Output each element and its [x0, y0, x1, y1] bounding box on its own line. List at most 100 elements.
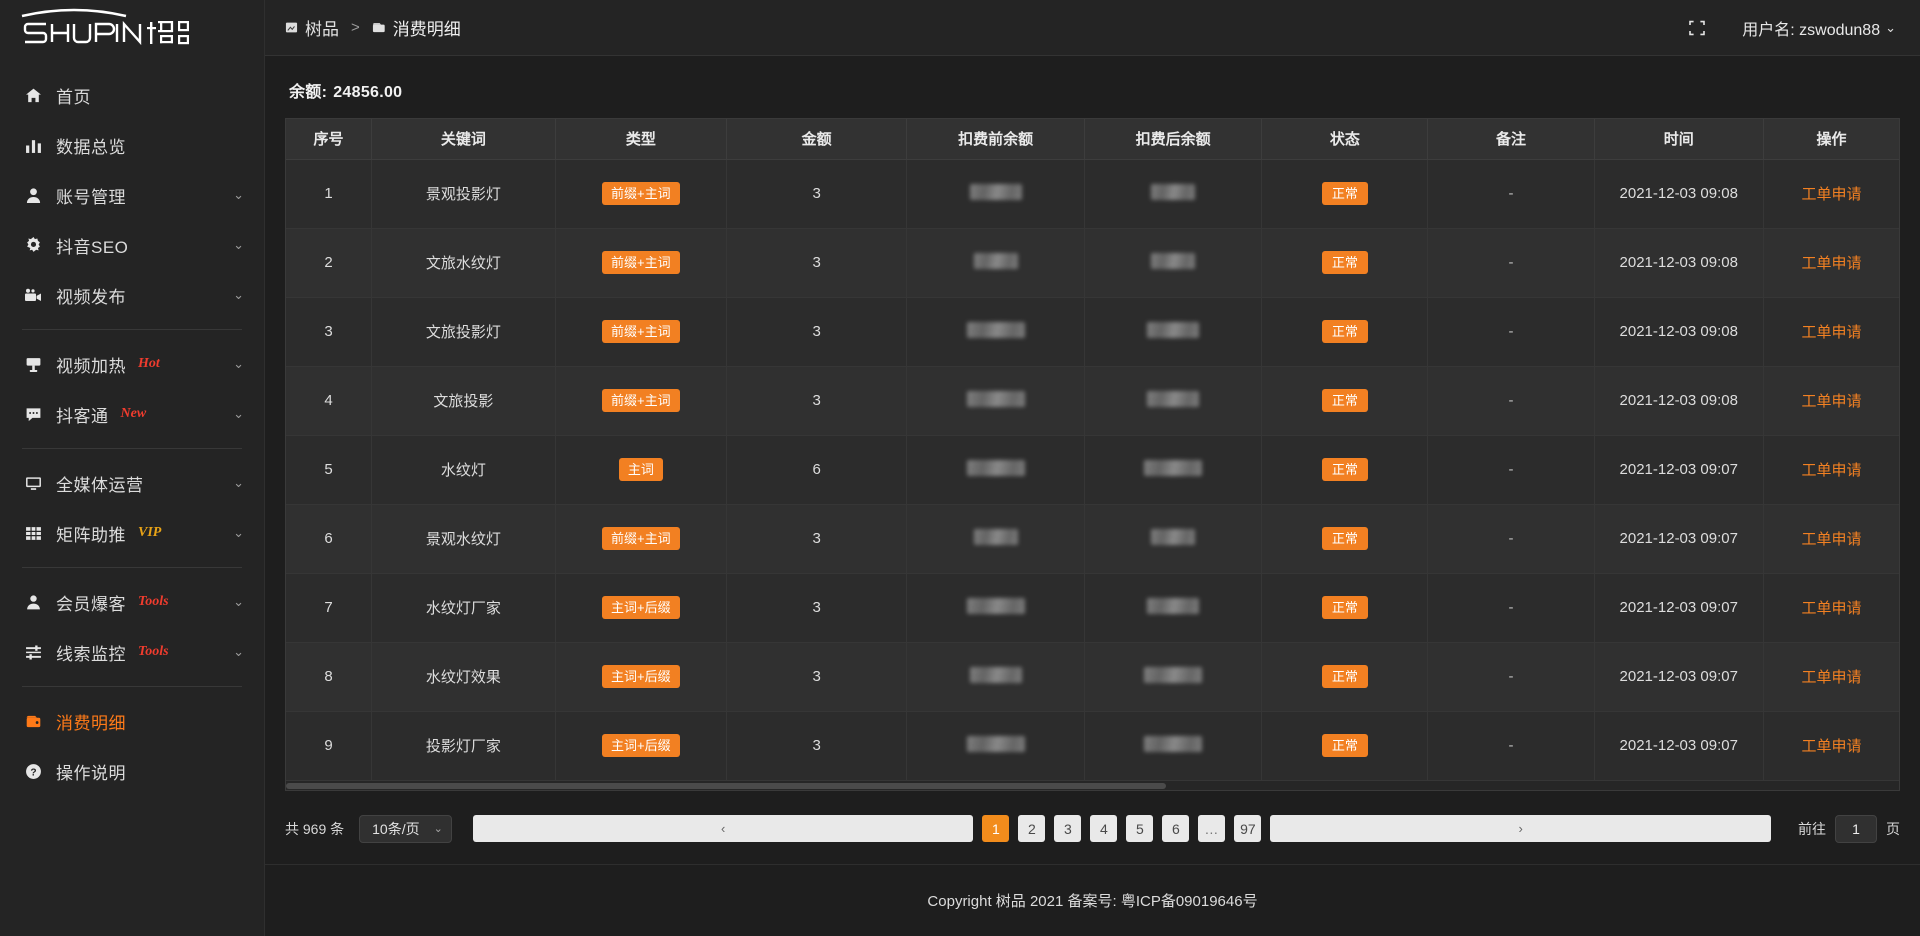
- sidebar-item-account-manage[interactable]: 账号管理 ⌄: [0, 170, 264, 220]
- home-icon: [22, 87, 44, 104]
- user-menu[interactable]: 用户名: zswodun88 ⌄: [1742, 16, 1896, 40]
- breadcrumb-root[interactable]: 树品: [285, 15, 339, 40]
- pagination-page-6[interactable]: 6: [1162, 815, 1190, 842]
- chevron-down-icon: ⌄: [233, 525, 244, 540]
- redacted-value: [1144, 735, 1203, 752]
- pagination-page-last[interactable]: 97: [1234, 815, 1262, 842]
- sidebar-item-data-overview[interactable]: 数据总览: [0, 120, 264, 170]
- pagination-ellipsis[interactable]: …: [1198, 815, 1226, 842]
- pagination-page-4[interactable]: 4: [1090, 815, 1118, 842]
- chevron-down-icon: ⌄: [233, 187, 244, 202]
- pagination-prev[interactable]: ‹: [472, 815, 974, 842]
- work-order-link[interactable]: 工单申请: [1801, 600, 1862, 617]
- col-balance-before: 扣费前余额: [906, 119, 1085, 160]
- fullscreen-icon[interactable]: [1688, 19, 1706, 37]
- sidebar-item-label: 线索监控: [56, 644, 126, 664]
- work-order-link[interactable]: 工单申请: [1801, 462, 1862, 479]
- sidebar-item-matrix-boost[interactable]: 矩阵助推 VIP ⌄: [0, 508, 264, 558]
- sidebar-item-douketong[interactable]: 抖客通 New ⌄: [0, 389, 264, 439]
- sidebar-item-lead-monitor[interactable]: 线索监控 Tools ⌄: [0, 627, 264, 677]
- cell-balance-before: [906, 711, 1085, 781]
- cell-balance-after: [1084, 642, 1263, 712]
- work-order-link[interactable]: 工单申请: [1801, 669, 1862, 686]
- scrollbar-thumb[interactable]: [286, 782, 1166, 789]
- cell-remark: -: [1427, 711, 1595, 781]
- sidebar-item-omnimedia-ops[interactable]: 全媒体运营 ⌄: [0, 458, 264, 508]
- cell-keyword: 投影灯厂家: [371, 711, 556, 781]
- pagination-page-1[interactable]: 1: [982, 815, 1010, 842]
- cell-action: 工单申请: [1763, 711, 1899, 781]
- sidebar-item-instructions[interactable]: ? 操作说明: [0, 746, 264, 796]
- chat-icon: [22, 406, 44, 423]
- sidebar-item-consumption-detail[interactable]: 消费明细: [0, 696, 264, 746]
- brand-logo[interactable]: [0, 0, 264, 56]
- redacted-value: [973, 528, 1018, 545]
- table-row: 4 文旅投影 前缀+主词 3 正常 - 2021-12-03 09:08 工单申…: [286, 366, 1899, 436]
- sidebar-item-label: 数据总览: [56, 137, 126, 157]
- cell-remark: -: [1427, 159, 1595, 229]
- pagination-next[interactable]: ›: [1270, 815, 1772, 842]
- redacted-value: [1147, 597, 1200, 614]
- sidebar-item-home[interactable]: 首页: [0, 70, 264, 120]
- cell-type: 前缀+主词: [555, 504, 727, 574]
- sidebar-item-video-boost[interactable]: 视频加热 Hot ⌄: [0, 339, 264, 389]
- user-name-label: 用户名: zswodun88: [1742, 21, 1881, 39]
- work-order-link[interactable]: 工单申请: [1801, 186, 1862, 203]
- pagination-page-3[interactable]: 3: [1054, 815, 1082, 842]
- sidebar-item-douyin-seo[interactable]: 抖音SEO ⌄: [0, 220, 264, 270]
- balance-value: 24856.00: [333, 84, 403, 101]
- status-badge: 正常: [1321, 595, 1368, 620]
- work-order-link[interactable]: 工单申请: [1801, 255, 1862, 272]
- redacted-value: [973, 252, 1018, 269]
- col-balance-after: 扣费后余额: [1084, 119, 1263, 160]
- cell-amount: 3: [726, 711, 908, 781]
- work-order-link[interactable]: 工单申请: [1801, 324, 1862, 341]
- pagination-page-5[interactable]: 5: [1126, 815, 1154, 842]
- redacted-value: [1147, 321, 1200, 338]
- cell-time: 2021-12-03 09:07: [1594, 504, 1764, 574]
- sidebar-item-tag: VIP: [138, 525, 162, 540]
- breadcrumb-root-label: 树品: [305, 20, 339, 39]
- sidebar-item-tag: New: [120, 406, 147, 421]
- sliders-icon: [22, 644, 44, 661]
- redacted-value: [1151, 183, 1196, 200]
- redacted-value: [966, 597, 1025, 614]
- chevron-down-icon: ⌄: [233, 237, 244, 252]
- cell-status: 正常: [1261, 228, 1429, 298]
- sidebar-item-tag: Tools: [138, 594, 169, 609]
- chevron-down-icon: ⌄: [233, 594, 244, 609]
- cell-keyword: 文旅投影: [371, 366, 556, 436]
- breadcrumb-current-label: 消费明细: [392, 20, 461, 39]
- breadcrumb-current: 消费明细: [372, 15, 461, 40]
- work-order-link[interactable]: 工单申请: [1801, 393, 1862, 410]
- status-badge: 正常: [1321, 319, 1368, 344]
- table-horizontal-scrollbar[interactable]: [285, 780, 1900, 791]
- cell-index: 3: [286, 297, 372, 367]
- work-order-link[interactable]: 工单申请: [1801, 531, 1862, 548]
- cell-remark: -: [1427, 435, 1595, 505]
- table-row: 5 水纹灯 主词 6 正常 - 2021-12-03 09:07 工单申请: [286, 435, 1899, 505]
- cell-balance-before: [906, 504, 1085, 574]
- goto-page-input[interactable]: [1835, 814, 1878, 843]
- pagination-page-2[interactable]: 2: [1018, 815, 1046, 842]
- sidebar-item-label: 操作说明: [56, 763, 126, 783]
- consumption-table: 序号 关键词 类型 金额 扣费前余额 扣费后余额 状态 备注 时间 操作: [286, 119, 1899, 781]
- pagination-goto: 前往 页: [1798, 814, 1900, 843]
- sidebar-item-member-leads[interactable]: 会员爆客 Tools ⌄: [0, 577, 264, 627]
- sidebar-item-video-publish[interactable]: 视频发布 ⌄: [0, 270, 264, 320]
- cell-status: 正常: [1261, 297, 1429, 367]
- col-status: 状态: [1261, 119, 1429, 160]
- cell-index: 2: [286, 228, 372, 298]
- megaphone-icon: [22, 356, 44, 373]
- chevron-down-icon: ⌄: [233, 406, 244, 421]
- balance-label: 余额:: [289, 84, 328, 101]
- status-badge: 正常: [1321, 181, 1368, 206]
- page-footer: Copyright 树品 2021 备案号: 粤ICP备09019646号: [265, 864, 1920, 936]
- work-order-link[interactable]: 工单申请: [1801, 738, 1862, 755]
- sidebar-item-label: 全媒体运营: [56, 475, 144, 495]
- status-badge: 正常: [1321, 664, 1368, 689]
- col-remark: 备注: [1427, 119, 1595, 160]
- page-size-select[interactable]: 10条/页 ⌄: [359, 814, 452, 843]
- cell-balance-before: [906, 159, 1085, 229]
